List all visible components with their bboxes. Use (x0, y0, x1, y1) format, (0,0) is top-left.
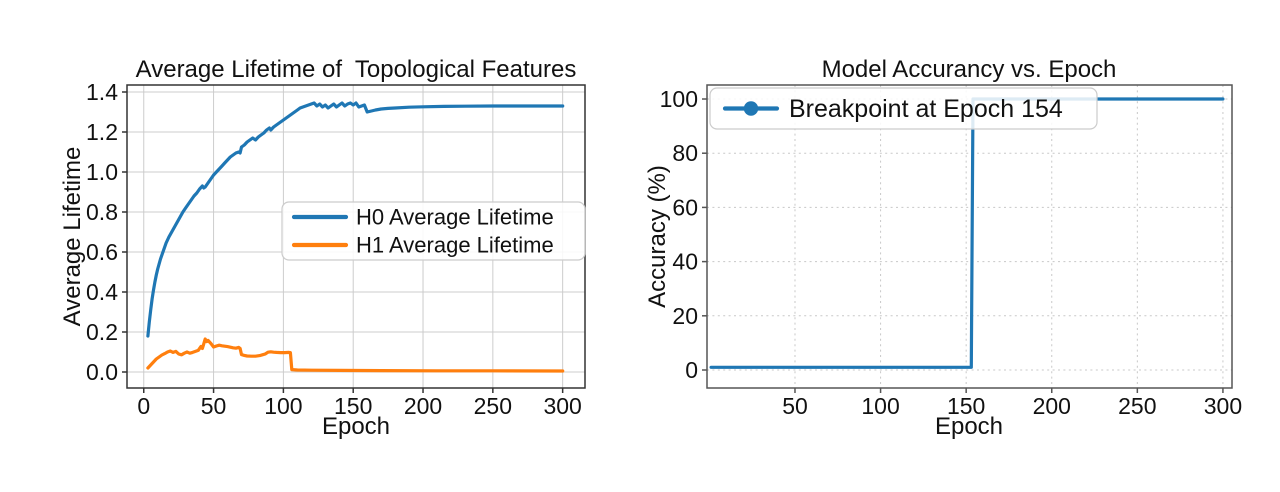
right-chart: 50 100 150 200 250 300 0 20 40 60 80 100 Breakpoint … (660, 84, 1242, 419)
legend-circle-marker (743, 101, 759, 116)
y-tick-label: 40 (672, 249, 698, 275)
y-tick-label: 0.0 (86, 359, 118, 385)
x-tick-label: 0 (137, 393, 150, 419)
x-tick-label: 200 (1033, 393, 1071, 419)
plot-border (706, 84, 1233, 389)
y-tick-label: 80 (672, 140, 698, 166)
y-tick-label: 1.2 (86, 119, 118, 145)
x-tick-label: 50 (782, 393, 808, 419)
right-chart-x-axis-label: Epoch (935, 413, 1003, 440)
left-chart: 0 50 100 150 200 250 300 0.0 0.2 0.4 0.6 0.8 1.0 1.2 1… (86, 79, 586, 419)
legend-label: Breakpoint at Epoch 154 (789, 95, 1063, 123)
x-tick-label: 200 (404, 393, 442, 419)
x-tick-label: 250 (474, 393, 512, 419)
legend-label: H0 Average Lifetime (356, 204, 554, 229)
legend-box (281, 201, 586, 261)
y-tick-label: 100 (660, 86, 698, 112)
x-tick-label: 150 (334, 393, 372, 419)
y-tick-label: 0.2 (86, 319, 118, 345)
y-tick-label: 1.0 (86, 159, 118, 185)
y-tick-label: 20 (672, 303, 698, 329)
y-tick-label: 0.6 (86, 239, 118, 265)
x-tick-label: 150 (947, 393, 985, 419)
x-tick-label: 50 (201, 393, 227, 419)
left-chart-x-axis-label: Epoch (322, 413, 390, 440)
y-tick-label: 0.8 (86, 199, 118, 225)
series-line (709, 97, 1225, 369)
right-chart-title: Model Accurancy vs. Epoch (822, 56, 1117, 83)
legend-box (709, 87, 1098, 130)
left-chart-title: Average Lifetime of Topological Features (136, 56, 577, 83)
x-tick-label: 100 (264, 393, 302, 419)
y-tick-label: 0.4 (86, 279, 118, 305)
right-chart-y-axis-label: Accuracy (%) (644, 165, 671, 308)
x-tick-label: 300 (543, 393, 581, 419)
x-tick-label: 100 (861, 393, 899, 419)
series-line (146, 337, 565, 373)
y-tick-label: 0 (685, 357, 698, 383)
legend-label: H1 Average Lifetime (356, 232, 554, 257)
y-tick-label: 60 (672, 194, 698, 220)
y-tick-label: 1.4 (86, 79, 118, 105)
x-tick-label: 250 (1118, 393, 1156, 419)
x-tick-label: 300 (1204, 393, 1242, 419)
series-line (146, 101, 565, 338)
left-chart-y-axis-label: Average Lifetime (59, 147, 86, 327)
